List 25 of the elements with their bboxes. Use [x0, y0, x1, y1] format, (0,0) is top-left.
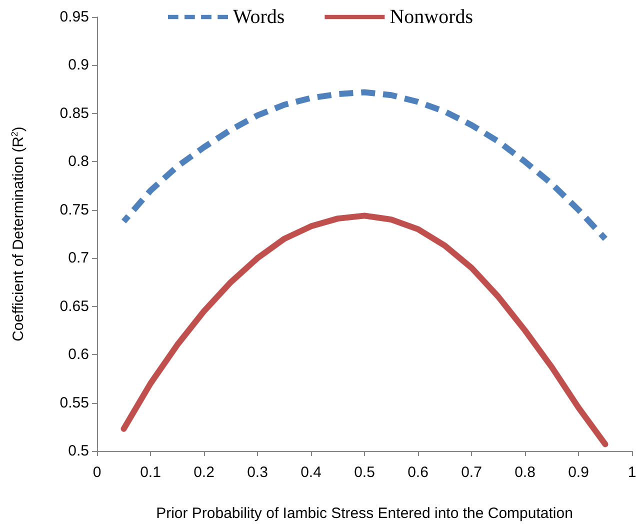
y-tick-label: 0.85 — [60, 104, 89, 122]
y-tick-label: 0.6 — [68, 346, 89, 364]
x-tick-label: 0.6 — [408, 464, 428, 481]
x-tick-label: 0.3 — [247, 464, 268, 481]
x-tick-label: 0.2 — [194, 464, 214, 481]
x-tick-label: 0.7 — [461, 464, 482, 481]
x-tick-label: 0.9 — [568, 464, 589, 481]
y-tick-label: 0.55 — [60, 394, 89, 412]
x-tick-label: 0.5 — [354, 464, 375, 481]
x-tick-label: 0.8 — [514, 464, 536, 481]
y-tick-label: 0.7 — [68, 250, 89, 267]
y-axis-title: Coefficient of Determination (R2) — [10, 126, 27, 342]
y-tick-label: 0.5 — [68, 442, 89, 460]
x-axis-title: Prior Probability of Iambic Stress Entered into the Computation — [156, 505, 573, 522]
x-tick-label: 0.4 — [300, 464, 322, 481]
y-tick-label: 0.95 — [60, 8, 89, 26]
y-tick-label: 0.65 — [60, 298, 89, 315]
x-tick-label: 0 — [92, 464, 102, 481]
legend-label: Words — [232, 6, 285, 28]
legend-label: Nonwords — [390, 6, 474, 28]
x-tick-label: 1 — [628, 464, 636, 481]
x-tick-label: 0.1 — [140, 464, 161, 481]
y-tick-label: 0.8 — [68, 153, 89, 170]
y-tick-label: 0.9 — [68, 56, 89, 74]
y-tick-label: 0.75 — [60, 201, 89, 218]
